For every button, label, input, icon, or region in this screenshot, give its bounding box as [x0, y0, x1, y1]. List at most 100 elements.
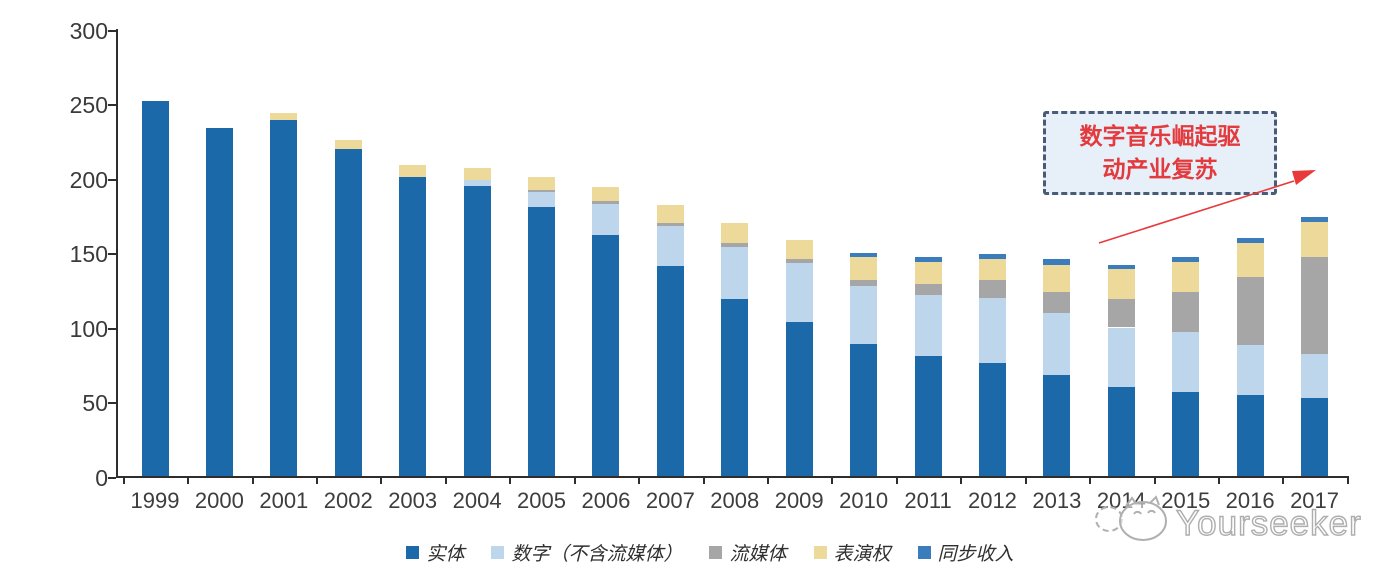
y-axis-tick	[108, 104, 116, 106]
y-axis-tick	[108, 253, 116, 255]
bar-segment-physical-2001	[270, 120, 298, 477]
x-tick-label: 2007	[645, 488, 695, 513]
x-axis-tick	[122, 476, 125, 484]
bar-segment-physical-2014	[1107, 387, 1135, 477]
bar-segment-digital-2004	[463, 179, 491, 186]
bar-segment-physical-2011	[914, 355, 942, 477]
legend-item-digital: 数字（不含流媒体）	[491, 539, 682, 566]
legend-label-digital: 数字（不含流媒体）	[511, 543, 683, 565]
bar-segment-physical-2016	[1236, 394, 1264, 477]
bar-segment-digital-2014	[1107, 327, 1135, 388]
bar-segment-physical-1999	[141, 101, 169, 477]
yourseeker-cat-logo-icon	[1095, 495, 1167, 541]
bar-segment-performance-2006	[592, 187, 620, 201]
bar-segment-sync-2011	[914, 257, 942, 262]
bar-segment-physical-2007	[656, 266, 684, 477]
bar-segment-performance-2011	[914, 261, 942, 285]
bar-segment-digital-2008	[721, 247, 749, 300]
x-axis-tick	[638, 476, 641, 484]
y-tick-label: 100	[69, 315, 108, 342]
bar-segment-sync-2016	[1236, 238, 1264, 243]
x-tick-label: 2001	[259, 488, 309, 513]
x-axis-tick	[831, 476, 834, 484]
bar-segment-streaming-2015	[1172, 291, 1200, 332]
x-tick-label: 2016	[1225, 488, 1275, 513]
watermark: Yourseeker	[1090, 492, 1390, 552]
bar-segment-digital-2016	[1236, 345, 1264, 395]
legend-label-sync: 同步收入	[937, 543, 1014, 565]
bar-segment-physical-2008	[721, 299, 749, 477]
bar-segment-streaming-2011	[914, 284, 942, 295]
bar-segment-sync-2015	[1172, 257, 1200, 262]
legend-label-physical: 实体	[426, 543, 465, 565]
x-axis-tick	[895, 476, 898, 484]
bar-segment-performance-2001	[270, 112, 298, 121]
bar-segment-performance-2003	[399, 165, 427, 177]
bar-segment-physical-2002	[334, 148, 362, 477]
bar-segment-digital-2007	[656, 226, 684, 267]
y-axis-tick	[108, 29, 116, 32]
x-axis-tick	[187, 476, 190, 484]
x-axis-tick	[444, 476, 447, 484]
x-axis-tick	[316, 476, 319, 484]
annotation-callout: 数字音乐崛起驱 动产业复苏	[1043, 111, 1277, 195]
bar-segment-streaming-2016	[1236, 276, 1264, 346]
bar-segment-sync-2012	[978, 254, 1006, 259]
x-tick-label: 2008	[710, 488, 760, 513]
bar-segment-sync-2013	[1043, 258, 1071, 265]
x-axis-tick	[509, 476, 512, 484]
x-axis-tick	[1282, 476, 1285, 484]
legend-label-performance: 表演权	[833, 543, 891, 565]
annotation-text-line1: 数字音乐崛起驱	[1079, 122, 1241, 150]
x-axis-tick	[702, 476, 705, 484]
bar-segment-streaming-2012	[978, 279, 1006, 298]
x-tick-label: 2011	[904, 488, 952, 513]
bar-segment-digital-2009	[785, 263, 813, 322]
bar-segment-digital-2011	[914, 294, 942, 356]
x-axis-tick	[573, 476, 576, 484]
x-axis-tick	[380, 476, 383, 484]
x-axis-tick	[1346, 476, 1349, 484]
bar-segment-physical-2012	[978, 363, 1006, 477]
bar-segment-performance-2004	[463, 168, 491, 180]
x-tick-label: 2010	[839, 488, 889, 513]
y-tick-label: 250	[69, 92, 108, 118]
bar-segment-digital-2005	[528, 191, 556, 207]
x-axis-line	[116, 476, 1349, 478]
bar-segment-sync-2010	[850, 253, 878, 258]
x-tick-label: 2004	[452, 488, 502, 513]
y-tick-label: 200	[69, 166, 108, 193]
bar-segment-streaming-2008	[721, 242, 749, 248]
bar-segment-streaming-2007	[656, 223, 684, 227]
bar-segment-digital-2012	[978, 297, 1006, 364]
x-tick-label: 2017	[1290, 488, 1340, 513]
bar-segment-sync-2017	[1301, 217, 1329, 222]
legend-item-streaming: 流媒体	[709, 539, 787, 566]
x-tick-label: 2002	[323, 488, 373, 513]
bar-segment-digital-2006	[592, 203, 620, 236]
x-axis-tick	[1024, 476, 1027, 484]
legend-item-physical: 实体	[406, 539, 464, 566]
bar-segment-physical-2015	[1172, 391, 1200, 477]
x-tick-label: 2015	[1161, 488, 1211, 513]
y-tick-label: 50	[82, 390, 108, 416]
bar-segment-digital-2017	[1301, 354, 1329, 398]
legend-swatch-sync	[917, 546, 931, 559]
bar-segment-physical-2013	[1043, 375, 1071, 477]
x-tick-label: 2005	[517, 488, 566, 513]
bar-segment-physical-2004	[463, 185, 491, 477]
bar-segment-performance-2017	[1301, 221, 1329, 258]
bar-segment-performance-2009	[785, 239, 813, 259]
y-axis-line	[116, 29, 118, 478]
bar-segment-streaming-2005	[528, 190, 556, 192]
y-axis-tick	[108, 476, 116, 479]
y-axis-tick	[108, 402, 116, 404]
bar-segment-performance-2012	[978, 258, 1006, 280]
x-tick-label: 2000	[194, 488, 244, 513]
bar-segment-sync-2014	[1107, 264, 1135, 270]
x-tick-label: 2013	[1032, 488, 1082, 513]
x-axis-tick	[1217, 476, 1220, 484]
bar-segment-physical-2005	[528, 206, 556, 477]
y-axis-tick	[108, 327, 116, 330]
